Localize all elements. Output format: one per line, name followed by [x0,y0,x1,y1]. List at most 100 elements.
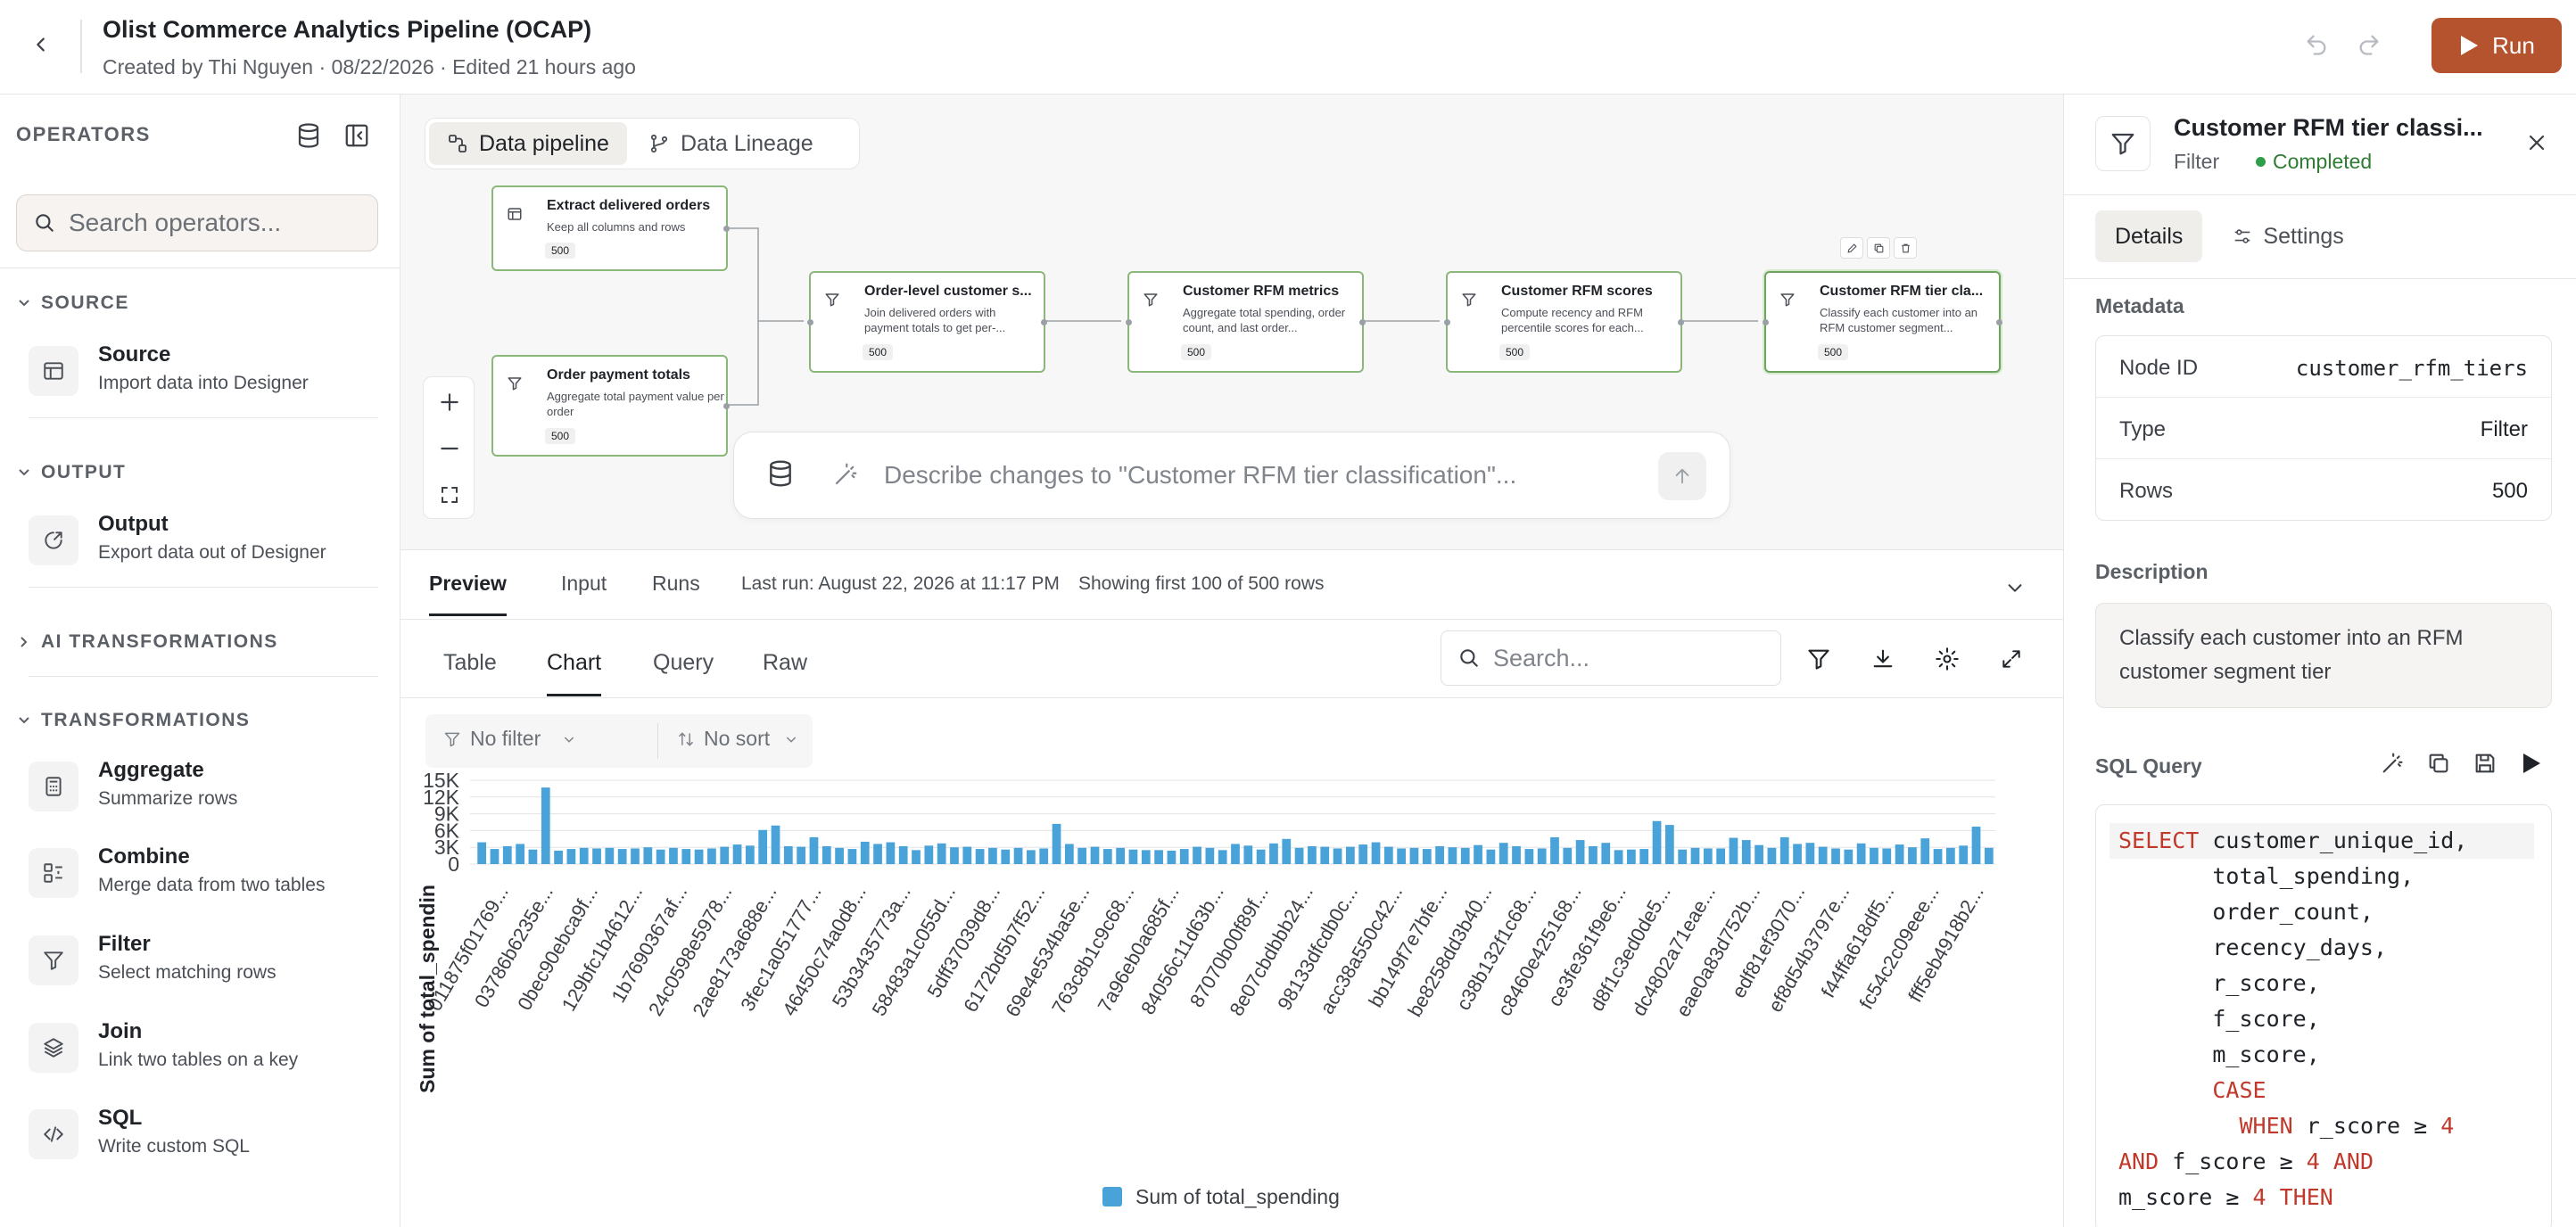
chart-bar[interactable] [835,847,844,864]
chart-bar[interactable] [1448,847,1457,864]
filter-dropdown[interactable]: No filter [443,727,576,751]
sql-editor[interactable]: SELECT customer_unique_id, total_spendin… [2095,804,2552,1227]
chart-bar[interactable] [1460,847,1470,864]
chart-bar[interactable] [1167,850,1177,864]
chart-bar[interactable] [1716,848,1726,864]
tab-data-pipeline[interactable]: Data pipeline [429,122,627,165]
chart-bar[interactable] [1652,820,1662,864]
chart-bar[interactable] [1128,849,1138,864]
chart-bar[interactable] [1090,846,1100,864]
chart-bar[interactable] [681,849,691,864]
output-port[interactable] [1359,319,1366,325]
chart-bar[interactable] [541,787,550,864]
chart-bar[interactable] [1690,847,1700,864]
close-panel-button[interactable] [2519,125,2555,161]
chart-bar[interactable] [490,849,500,864]
chart-bar[interactable] [988,847,997,864]
database-context-button[interactable] [766,459,795,492]
chart-bar[interactable] [1614,850,1623,864]
chart-bar[interactable] [566,849,576,864]
chart-bar[interactable] [1474,844,1482,864]
section-transformations[interactable]: TRANSFORMATIONS [18,710,250,731]
chart-bar[interactable] [1039,848,1049,864]
chart-bar[interactable] [1844,849,1854,864]
chart-bar[interactable] [1971,827,1981,864]
chart-bar[interactable] [746,845,755,864]
chart-bar[interactable] [1959,845,1969,864]
chart-bar[interactable] [617,849,627,864]
back-button[interactable] [23,27,59,62]
tab-raw[interactable]: Raw [763,650,808,675]
fit-view-button[interactable] [424,472,475,518]
chart-bar[interactable] [912,850,921,864]
chart-bar[interactable] [950,847,959,864]
tab-details[interactable]: Details [2095,210,2203,262]
output-port[interactable] [1041,319,1047,325]
database-button[interactable] [291,118,326,153]
run-button[interactable]: Run [2432,18,2562,73]
chart-bar[interactable] [1984,847,1994,864]
ai-edit-sql-button[interactable] [2374,745,2410,781]
chart-bar[interactable] [1409,847,1419,864]
chart-bar[interactable] [1575,840,1585,864]
chart-bar[interactable] [1563,847,1573,864]
operator-output[interactable]: Output Export data out of Designer [29,506,378,576]
chart-bar[interactable] [1920,838,1930,864]
chart-bar[interactable] [1512,845,1521,864]
operator-join[interactable]: Join Link two tables on a key [29,1014,378,1083]
zoom-in-button[interactable] [424,379,475,425]
chart-search-input[interactable] [1493,644,1761,672]
chart-bar[interactable] [1218,850,1227,864]
chart-bar[interactable] [1550,836,1559,864]
chart-bar[interactable] [1358,844,1368,864]
chart-bar[interactable] [605,847,615,864]
chart-bar[interactable] [631,848,640,864]
tab-query[interactable]: Query [653,650,714,675]
chart-bar[interactable] [1882,848,1892,864]
sort-dropdown[interactable]: No sort [677,727,798,751]
chart-search[interactable] [1441,630,1781,686]
chart-bar[interactable] [937,843,946,864]
chart-bar[interactable] [656,849,665,864]
chart-bar[interactable] [1346,846,1355,864]
chart-bar[interactable] [732,844,742,864]
chart-bar[interactable] [1818,846,1828,864]
operator-filter[interactable]: Filter Select matching rows [29,926,378,996]
chart-bar[interactable] [1282,838,1292,864]
chart-bar[interactable] [1895,844,1904,864]
operator-combine[interactable]: Combine Merge data from two tables [29,839,378,909]
chart-bar[interactable] [1856,843,1866,864]
chart-bar[interactable] [1946,847,1955,864]
chart-bar[interactable] [1179,849,1189,864]
chart-bar[interactable] [1116,847,1125,864]
chart-bar[interactable] [1308,845,1317,864]
chart-bar[interactable] [809,836,819,864]
filter-button[interactable] [1799,639,1838,679]
chart-bar[interactable] [502,845,512,864]
chart-bar[interactable] [1741,840,1751,864]
node-order-payment-totals[interactable]: Order payment totals Aggregate total pay… [491,355,730,457]
chart-bar[interactable] [1908,847,1917,864]
chart-bar[interactable] [1320,846,1330,864]
chart-bar[interactable] [924,845,934,864]
chart-bar[interactable] [1422,849,1432,864]
collapse-panel-button[interactable] [1997,570,2033,605]
chart-bar[interactable] [579,847,589,864]
chart-bar[interactable] [962,846,972,864]
chart-bar[interactable] [1933,849,1943,864]
chart-bar[interactable] [822,845,831,864]
chart-bar[interactable] [1154,850,1163,864]
input-port[interactable] [1126,319,1132,325]
chart-bar[interactable] [1001,849,1011,864]
chart-bar[interactable] [1027,850,1036,864]
section-output[interactable]: OUTPUT [18,462,126,483]
run-sql-button[interactable] [2514,745,2549,781]
chart-bar[interactable] [1793,844,1802,864]
chart-bar[interactable] [1639,849,1649,864]
tab-chart[interactable]: Chart [547,650,602,696]
chart-bar[interactable] [1537,848,1547,864]
chart-bar[interactable] [758,829,768,864]
chart-bar[interactable] [1141,850,1151,864]
redo-button[interactable] [2351,27,2387,62]
tab-table[interactable]: Table [443,650,497,675]
